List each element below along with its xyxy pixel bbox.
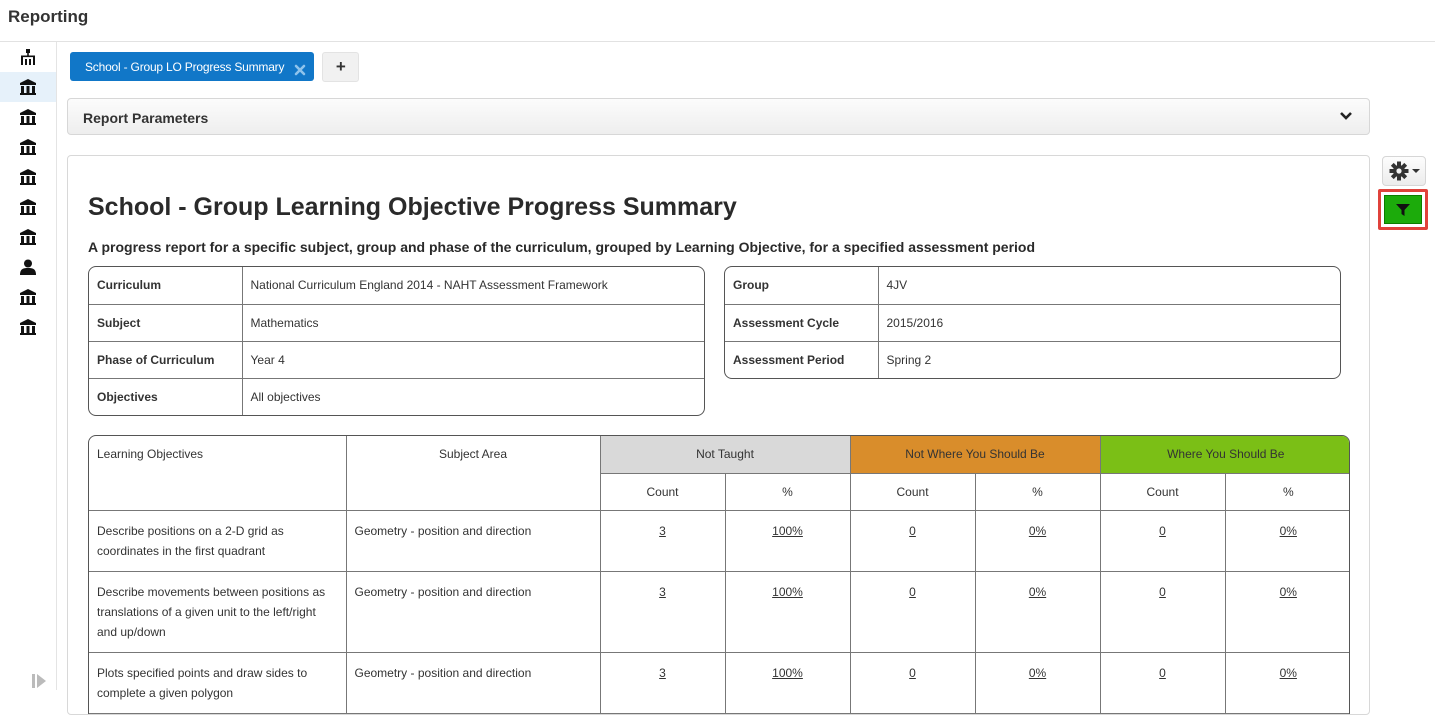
results-table: Learning Objectives Subject Area Not Tau… <box>88 435 1350 714</box>
percent-link[interactable]: 0% <box>1279 584 1297 599</box>
parameters-summary-right: Group 4JV Assessment Cycle 2015/2016 Ass… <box>724 266 1341 379</box>
institution-icon <box>20 319 36 335</box>
subheader-count: Count <box>850 473 976 511</box>
report-parameters-bar[interactable]: Report Parameters <box>67 98 1370 135</box>
header-learning-objectives: Learning Objectives <box>89 436 347 511</box>
sidebar-item-school-8[interactable] <box>0 312 56 342</box>
percent-link[interactable]: 0% <box>1028 665 1047 680</box>
info-key: Objectives <box>89 378 243 415</box>
count-link[interactable]: 0 <box>1159 523 1166 538</box>
add-tab-button[interactable]: + <box>322 52 360 82</box>
app-title: Reporting <box>8 7 89 26</box>
institution-icon <box>20 199 36 215</box>
parameters-summary-left: Curriculum National Curriculum England 2… <box>88 266 705 416</box>
percent-link[interactable]: 100% <box>772 523 803 538</box>
subheader-percent: % <box>725 473 851 511</box>
sidebar-item-school-6[interactable] <box>0 222 56 252</box>
count-link[interactable]: 0 <box>909 665 916 680</box>
header-where-should-be: Where You Should Be <box>1100 436 1349 474</box>
report-description: A progress report for a specific subject… <box>88 239 1036 255</box>
info-value: Mathematics <box>242 304 704 342</box>
info-key: Subject <box>89 304 243 342</box>
report-title: School - Group Learning Objective Progre… <box>88 193 737 221</box>
sidebar-item-user[interactable] <box>0 252 56 282</box>
table-row: Describe positions on a 2-D grid as coor… <box>89 510 1349 572</box>
info-value: 2015/2016 <box>878 304 1340 342</box>
subheader-count: Count <box>600 473 726 511</box>
objective-cell: Describe movements between positions as … <box>89 571 347 653</box>
subheader-percent: % <box>1225 473 1349 511</box>
subject-area-cell: Geometry - position and direction <box>346 652 601 714</box>
top-bar: Reporting <box>0 0 1435 42</box>
sidebar-item-school-3[interactable] <box>0 132 56 162</box>
header-subject-area: Subject Area <box>346 436 601 511</box>
subject-area-cell: Geometry - position and direction <box>346 571 601 653</box>
header-not-where-should-be: Not Where You Should Be <box>850 436 1101 474</box>
percent-link[interactable]: 100% <box>772 665 803 680</box>
subheader-percent: % <box>975 473 1101 511</box>
institution-icon <box>20 79 36 95</box>
info-key: Assessment Period <box>725 341 879 378</box>
report-tabs: School - Group LO Progress Summary + <box>70 52 360 82</box>
filter-icon <box>1396 203 1410 216</box>
info-value: Spring 2 <box>886 352 932 367</box>
caret-down-icon <box>1411 169 1420 173</box>
info-key: Group <box>725 267 879 305</box>
close-icon[interactable] <box>294 64 306 76</box>
percent-link[interactable]: 0% <box>1279 665 1297 680</box>
settings-dropdown-button[interactable] <box>1382 156 1426 186</box>
sidebar-item-school-2[interactable] <box>0 102 56 132</box>
table-row: Describe movements between positions as … <box>89 571 1349 653</box>
count-link[interactable]: 3 <box>659 584 666 599</box>
info-value: 4JV <box>878 267 1340 305</box>
institution-icon <box>20 109 36 125</box>
sidebar <box>0 42 57 690</box>
count-link[interactable]: 3 <box>659 665 666 680</box>
institution-icon <box>20 229 36 245</box>
institution-icon <box>20 139 36 155</box>
subheader-count: Count <box>1100 473 1226 511</box>
tab-label: School - Group LO Progress Summary <box>85 59 285 74</box>
info-value: National Curriculum England 2014 - NAHT … <box>242 267 704 305</box>
sidebar-collapse-handle[interactable] <box>30 672 48 690</box>
count-link[interactable]: 0 <box>1159 665 1166 680</box>
sidebar-item-school-5[interactable] <box>0 192 56 222</box>
institution-icon <box>20 169 36 185</box>
percent-link[interactable]: 0% <box>1028 523 1047 538</box>
info-key: Phase of Curriculum <box>89 341 243 379</box>
chevron-down-icon[interactable] <box>1339 110 1353 122</box>
filter-button[interactable] <box>1384 195 1422 224</box>
gear-icon <box>1389 161 1408 181</box>
objective-cell: Plots specified points and draw sides to… <box>89 652 347 714</box>
count-link[interactable]: 0 <box>1159 584 1166 599</box>
count-link[interactable]: 3 <box>659 523 666 538</box>
info-key: Curriculum <box>89 267 243 305</box>
report-panel: School - Group Learning Objective Progre… <box>67 155 1370 715</box>
subject-area-cell: Geometry - position and direction <box>346 510 601 572</box>
percent-link[interactable]: 0% <box>1279 523 1297 538</box>
sidebar-item-org-chart[interactable] <box>0 42 56 72</box>
count-link[interactable]: 0 <box>909 584 916 599</box>
objective-cell: Describe positions on a 2-D grid as coor… <box>89 510 347 572</box>
header-not-taught: Not Taught <box>600 436 851 474</box>
sidebar-item-school-4[interactable] <box>0 162 56 192</box>
info-key: Assessment Cycle <box>725 304 879 342</box>
org-chart-icon <box>21 49 35 65</box>
filter-highlight <box>1378 189 1428 230</box>
institution-icon <box>20 289 36 305</box>
info-value: All objectives <box>250 389 321 404</box>
percent-link[interactable]: 100% <box>772 584 803 599</box>
sidebar-item-school-1[interactable] <box>0 72 56 102</box>
count-link[interactable]: 0 <box>909 523 916 538</box>
sidebar-item-school-7[interactable] <box>0 282 56 312</box>
table-row: Plots specified points and draw sides to… <box>89 652 1349 714</box>
info-value: Year 4 <box>242 341 704 379</box>
percent-link[interactable]: 0% <box>1028 584 1047 599</box>
tab-lo-progress-summary[interactable]: School - Group LO Progress Summary <box>70 52 315 81</box>
report-parameters-label: Report Parameters <box>83 110 209 126</box>
user-icon <box>20 259 36 275</box>
